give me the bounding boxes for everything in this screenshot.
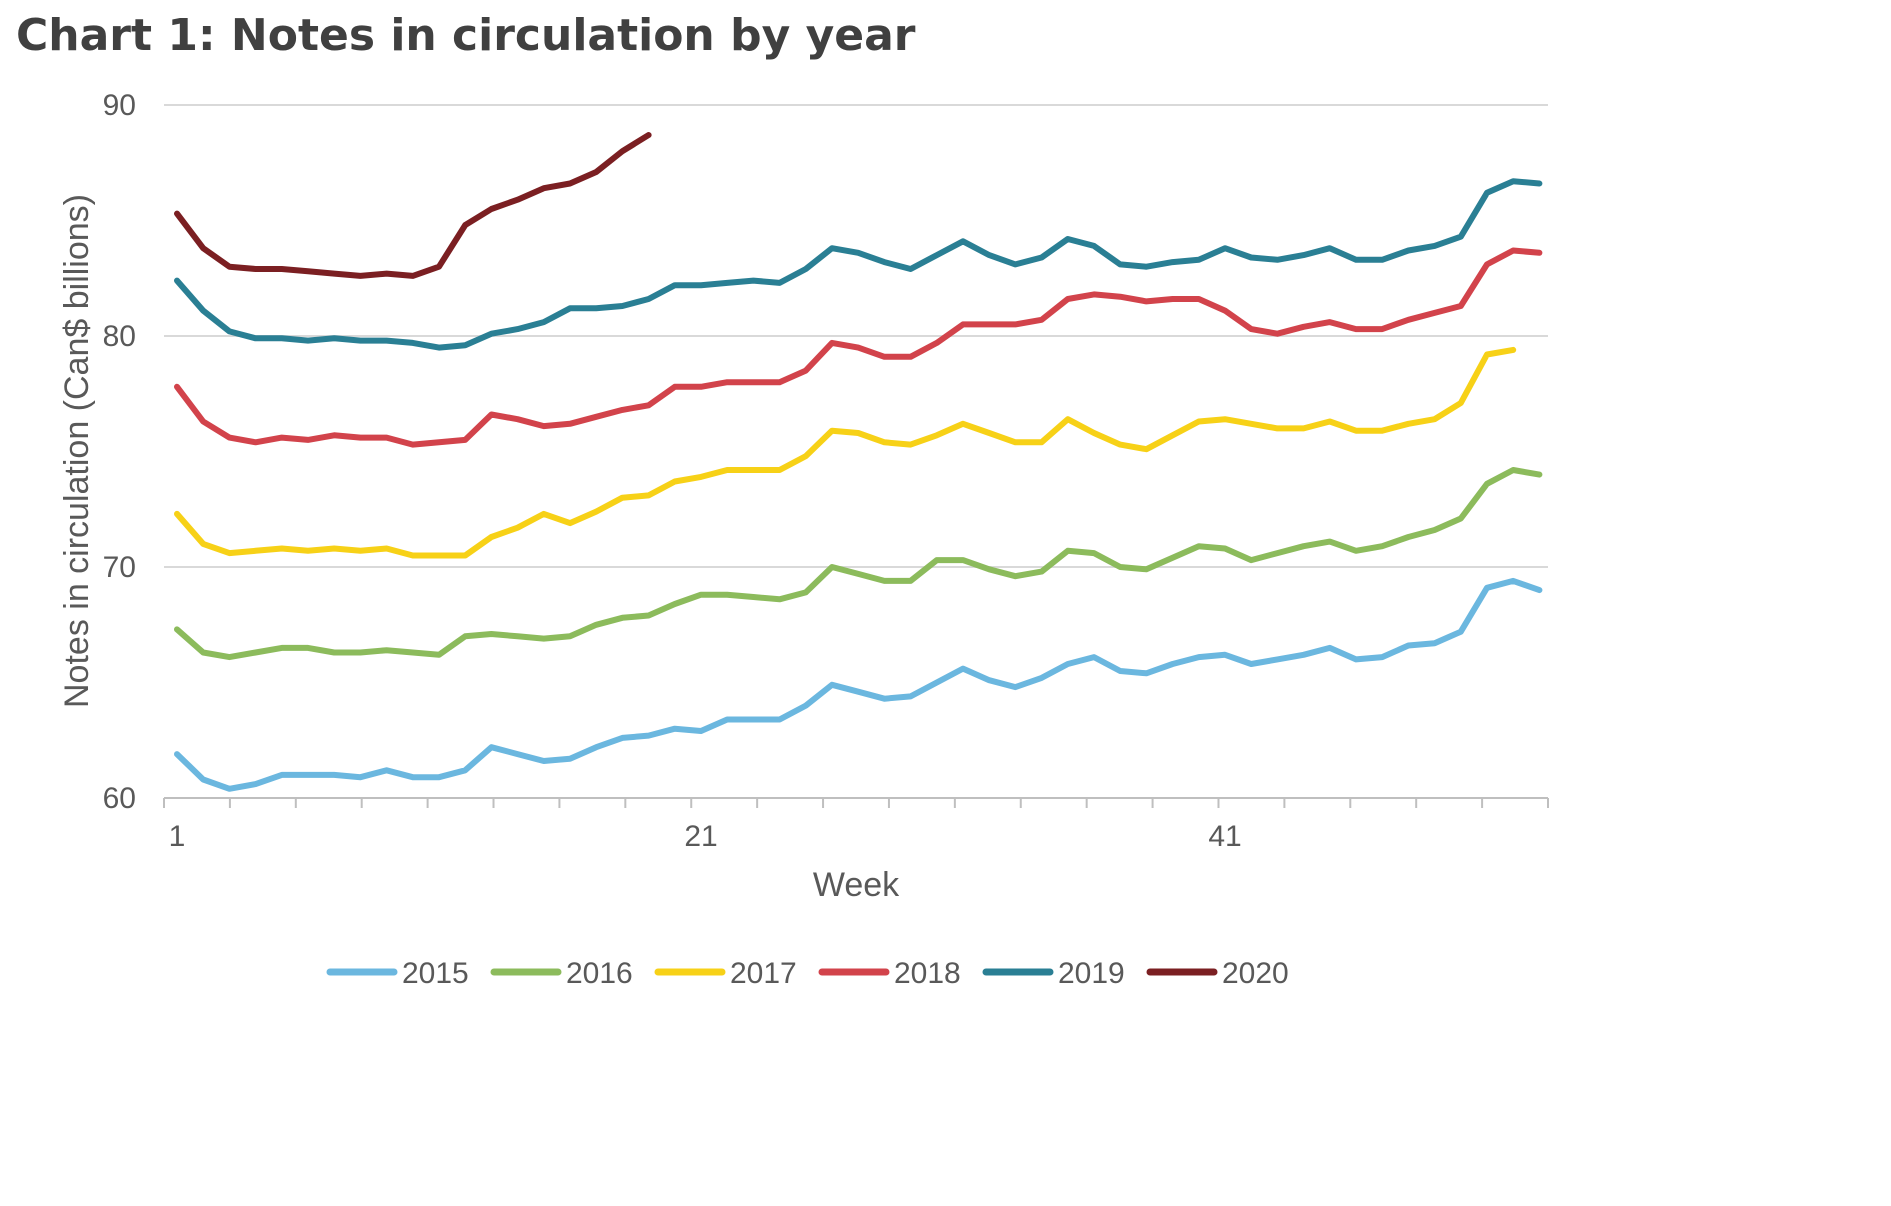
y-tick-label: 90 <box>103 89 136 122</box>
series-line-2016 <box>174 467 1543 661</box>
legend-label-2020: 2020 <box>1222 957 1289 990</box>
series-line-2017 <box>174 346 1517 559</box>
legend-label-2015: 2015 <box>402 957 469 990</box>
x-tick-label: 1 <box>169 820 186 853</box>
x-tick-label: 41 <box>1208 820 1241 853</box>
series-line-2018 <box>174 247 1543 448</box>
legend-label-2018: 2018 <box>894 957 961 990</box>
y-tick-label: 70 <box>103 551 136 584</box>
series-line-2015 <box>174 577 1543 792</box>
x-tick-label: 21 <box>684 820 717 853</box>
y-tick-label: 80 <box>103 320 136 353</box>
legend-label-2017: 2017 <box>730 957 797 990</box>
y-axis-title: Notes in circulation (Can$ billions) <box>58 194 96 708</box>
x-axis: 1 21 41 <box>163 797 1549 853</box>
legend-label-2016: 2016 <box>566 957 633 990</box>
chart-title: Chart 1: Notes in circulation by year <box>16 10 916 61</box>
series-lines <box>174 132 1543 792</box>
y-axis: 60 70 80 90 <box>103 89 136 815</box>
legend: 2015 2016 2017 2018 2019 2020 <box>326 957 1289 990</box>
legend-label-2019: 2019 <box>1058 957 1125 990</box>
gridlines <box>164 104 1548 568</box>
y-tick-label: 60 <box>103 782 136 815</box>
series-line-2020 <box>174 132 652 279</box>
series-line-2019 <box>174 178 1543 351</box>
x-axis-title: Week <box>813 866 900 904</box>
